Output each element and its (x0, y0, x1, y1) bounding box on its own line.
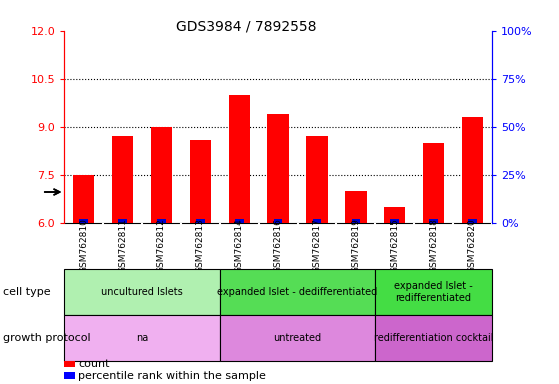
Bar (73, 175, 94, 223)
Bar (64, 361, 75, 367)
Text: GSM762810: GSM762810 (79, 218, 88, 273)
Text: GSM762812: GSM762812 (157, 218, 166, 273)
Bar (235, 219, 244, 224)
Text: GSM762819: GSM762819 (352, 218, 361, 273)
Bar (112, 136, 133, 223)
Bar (79, 219, 88, 224)
Text: expanded Islet - dedifferentiated: expanded Islet - dedifferentiated (217, 287, 378, 297)
Bar (220, 315, 375, 361)
Bar (306, 136, 328, 223)
Bar (345, 191, 367, 223)
Bar (190, 139, 211, 223)
Text: GSM762813: GSM762813 (196, 218, 205, 273)
Text: GSM762811: GSM762811 (118, 218, 127, 273)
Bar (196, 219, 205, 224)
Bar (119, 219, 127, 224)
Bar (352, 219, 360, 224)
Bar (375, 269, 492, 315)
Bar (157, 219, 166, 224)
Text: na: na (136, 333, 148, 343)
Text: GSM762818: GSM762818 (429, 218, 438, 273)
Bar (64, 315, 220, 361)
Text: count: count (78, 359, 110, 369)
Text: redifferentiation cocktail: redifferentiation cocktail (374, 333, 494, 343)
Bar (274, 219, 282, 224)
Bar (423, 143, 444, 223)
Bar (220, 269, 375, 315)
Bar (64, 372, 75, 379)
Bar (375, 315, 492, 361)
Bar (384, 207, 405, 223)
Text: cell type: cell type (3, 287, 50, 297)
Text: percentile rank within the sample: percentile rank within the sample (78, 371, 266, 381)
Text: uncultured Islets: uncultured Islets (101, 287, 183, 297)
Bar (468, 219, 477, 224)
Bar (64, 269, 220, 315)
Text: GDS3984 / 7892558: GDS3984 / 7892558 (176, 19, 316, 33)
Text: growth protocol: growth protocol (3, 333, 91, 343)
Bar (429, 219, 438, 224)
Text: GSM762817: GSM762817 (312, 218, 321, 273)
Text: GSM762815: GSM762815 (390, 218, 399, 273)
Bar (312, 219, 321, 224)
Text: GSM762814: GSM762814 (235, 218, 244, 273)
Text: untreated: untreated (273, 333, 321, 343)
Bar (151, 127, 172, 223)
Bar (267, 114, 289, 223)
Text: GSM762816: GSM762816 (273, 218, 283, 273)
Bar (462, 117, 483, 223)
Text: expanded Islet -
redifferentiated: expanded Islet - redifferentiated (394, 281, 473, 303)
Text: GSM762820: GSM762820 (468, 218, 477, 273)
Bar (229, 95, 250, 223)
Bar (390, 219, 399, 224)
